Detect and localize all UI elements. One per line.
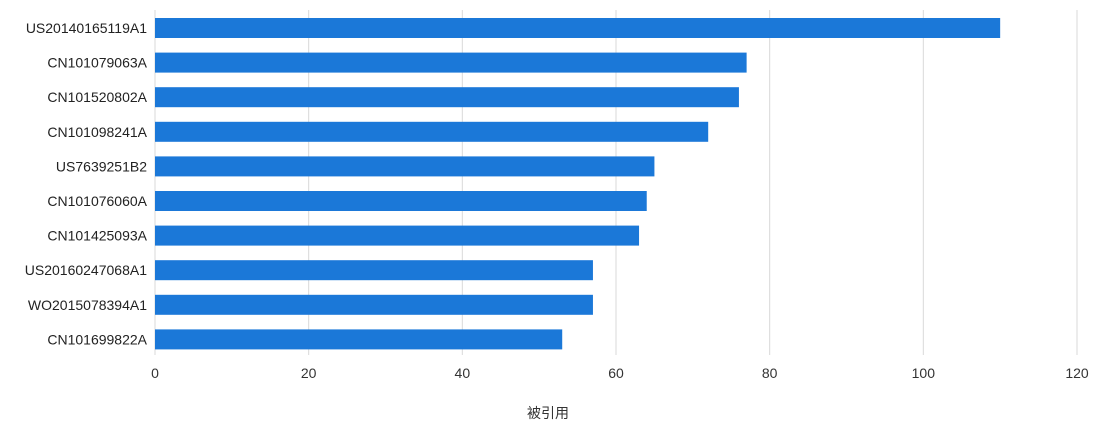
bar-US20140165119A1[interactable] [155,18,1001,38]
category-label: US20160247068A1 [25,262,147,278]
x-tick-label: 0 [151,365,159,381]
bar-CN101699822A[interactable] [155,329,563,350]
bar-CN101425093A[interactable] [155,225,640,246]
bar-WO2015078394A1[interactable] [155,294,593,315]
category-label: CN101699822A [47,331,147,347]
x-tick-labels: 0 20 40 60 80 100 120 [151,365,1089,381]
category-label: CN101098241A [47,124,147,140]
bar-CN101079063A[interactable] [155,52,747,73]
x-tick-label: 80 [762,365,778,381]
category-label: CN101520802A [47,89,147,105]
bar-CN101076060A[interactable] [155,191,647,211]
bar-CN101098241A[interactable] [155,121,709,142]
category-label: WO2015078394A1 [28,297,147,313]
x-tick-label: 40 [455,365,471,381]
category-label: US20140165119A1 [26,20,147,36]
x-tick-label: 120 [1065,365,1089,381]
x-tick-label: 20 [301,365,317,381]
bar-US7639251B2[interactable] [155,156,655,177]
category-label: CN101079063A [47,55,147,71]
category-label: CN101425093A [47,228,147,244]
category-label: US7639251B2 [56,158,147,174]
x-tick-label: 100 [912,365,936,381]
bars [155,18,1001,350]
bar-US20160247068A1[interactable] [155,260,593,281]
category-label: CN101076060A [47,193,147,209]
x-axis-title: 被引用 [527,406,569,421]
bar-CN101520802A[interactable] [155,87,739,108]
category-labels: US20140165119A1 CN101079063A CN101520802A C… [25,20,148,347]
x-tick-label: 60 [608,365,624,381]
